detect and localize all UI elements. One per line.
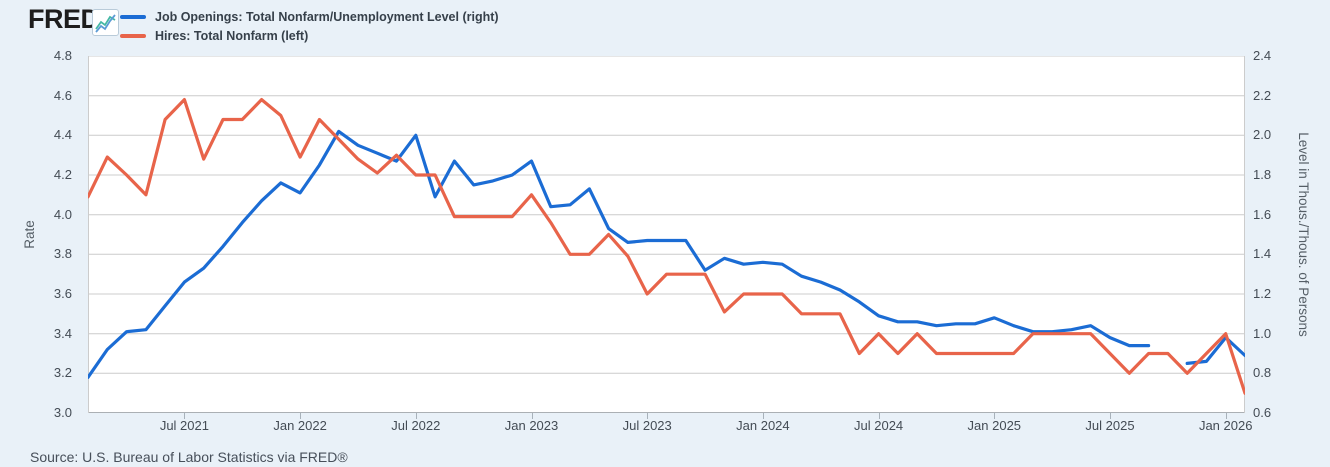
y-axis-tick-label: 1.2 [1253, 286, 1272, 301]
fred-chart-icon [92, 9, 119, 36]
x-tick-mark [415, 413, 417, 419]
y-axis-tick-label: 2.0 [1253, 127, 1272, 143]
legend: Job Openings: Total Nonfarm/Unemployment… [120, 7, 499, 45]
y-axis-tick-label: 3.4 [53, 325, 72, 341]
x-axis-tick-label: Jul 2022 [391, 418, 441, 433]
right-axis-title: Level in Thous./Thous. of Persons [1295, 132, 1311, 337]
plot-area[interactable] [88, 56, 1245, 413]
x-axis-tick-label: Jan 2025 [967, 418, 1022, 433]
x-tick-mark [1225, 413, 1227, 419]
x-tick-mark [1110, 413, 1111, 419]
x-axis-tick-label: Jan 2024 [736, 418, 790, 433]
x-tick-mark [878, 413, 880, 419]
y-axis-tick-label: 3.0 [53, 405, 72, 420]
y-axis-tick-label: 4.6 [53, 87, 72, 103]
y-axis-tick-label: 2.4 [1253, 48, 1272, 63]
y-axis-tick-label: 3.8 [53, 246, 72, 262]
y-axis-tick-label: 3.6 [53, 286, 72, 301]
y-axis-tick-label: 0.6 [1253, 405, 1272, 420]
legend-label: Hires: Total Nonfarm (left) [155, 28, 309, 43]
x-tick-mark [994, 413, 996, 419]
left-axis-title: Rate [21, 220, 37, 249]
legend-swatch-orange [120, 33, 146, 38]
x-tick-mark [184, 413, 186, 419]
y-axis-tick-label: 4.8 [53, 48, 72, 63]
y-axis-tick-label: 1.4 [1253, 246, 1272, 262]
y-axis-tick-label: 1.8 [1253, 167, 1272, 182]
legend-swatch-blue [120, 14, 146, 19]
y-axis-tick-label: 4.0 [53, 206, 72, 222]
x-axis-tick-label: Jan 2023 [504, 418, 559, 433]
x-axis-tick-label: Jul 2023 [622, 418, 672, 433]
y-axis-tick-label: 1.6 [1253, 206, 1272, 222]
y-axis-tick-label: 4.2 [53, 167, 72, 182]
legend-label: Job Openings: Total Nonfarm/Unemployment… [155, 9, 499, 24]
x-tick-mark [531, 413, 533, 419]
x-tick-mark [300, 413, 302, 419]
legend-item-hires[interactable]: Hires: Total Nonfarm (left) [120, 26, 499, 45]
y-axis-tick-label: 1.0 [1253, 325, 1272, 341]
y-axis-tick-label: 2.2 [1253, 87, 1272, 103]
series-line-left [88, 98, 1245, 395]
x-axis-tick-label: Jul 2021 [159, 418, 209, 433]
x-tick-mark [647, 413, 649, 419]
x-axis-tick-label: Jan 2022 [273, 418, 327, 433]
x-axis-tick-label: Jul 2024 [854, 418, 904, 433]
x-axis-tick-label: Jul 2025 [1085, 418, 1135, 433]
source-text: Source: U.S. Bureau of Labor Statistics … [30, 449, 348, 465]
x-axis-tick-label: Jan 2026 [1198, 418, 1253, 433]
x-tick-mark [762, 413, 764, 419]
y-axis-tick-label: 4.4 [53, 127, 72, 143]
y-axis-tick-label: 3.2 [53, 365, 72, 381]
y-axis-tick-label: 0.8 [1253, 365, 1272, 381]
legend-item-job-openings-ratio[interactable]: Job Openings: Total Nonfarm/Unemployment… [120, 7, 499, 26]
